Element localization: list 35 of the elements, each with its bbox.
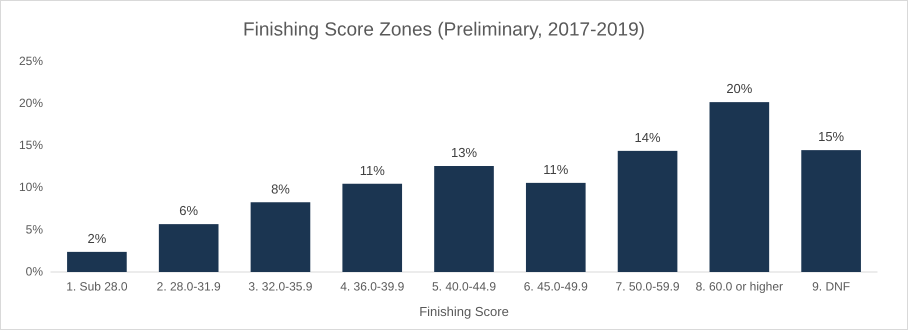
- chart-title: Finishing Score Zones (Preliminary, 2017-2019): [243, 20, 645, 41]
- x-tick-label: 8. 60.0 or higher: [696, 280, 784, 294]
- x-axis-title: Finishing Score: [419, 304, 509, 319]
- y-tick-label: 25%: [18, 54, 44, 68]
- data-label: 6%: [179, 203, 199, 218]
- y-tick-label: 10%: [18, 180, 44, 194]
- x-tick-label: 3. 32.0-35.9: [248, 280, 313, 294]
- y-tick-label: 20%: [18, 96, 44, 110]
- bar: [342, 184, 402, 272]
- bar: [801, 150, 861, 272]
- x-tick-label: 6. 45.0-49.9: [524, 280, 588, 294]
- y-tick-label: 15%: [18, 138, 44, 152]
- x-tick-label: 7. 50.0-59.9: [616, 280, 680, 294]
- x-tick-label: 4. 36.0-39.9: [340, 280, 405, 294]
- data-label: 13%: [450, 145, 478, 160]
- x-tick-label: 9. DNF: [812, 280, 850, 294]
- data-label: 11%: [543, 162, 569, 177]
- data-label: 2%: [88, 230, 107, 246]
- bar: [250, 202, 310, 272]
- x-tick-label: 1. Sub 28.0: [66, 280, 128, 294]
- data-label: 11%: [360, 162, 386, 178]
- y-tick-label: 0%: [26, 264, 44, 278]
- bar: [618, 150, 678, 272]
- bar: [67, 252, 127, 272]
- bar: [434, 166, 494, 272]
- data-label: 14%: [634, 130, 662, 146]
- y-tick-label: 5%: [26, 222, 44, 236]
- bar: [526, 182, 586, 272]
- bar: [158, 224, 219, 272]
- data-label: 20%: [726, 81, 753, 96]
- data-label: 8%: [271, 181, 290, 196]
- x-tick-label: 2. 28.0-31.9: [156, 280, 222, 294]
- data-label: 15%: [818, 129, 845, 144]
- x-tick-label: 5. 40.0-44.9: [432, 280, 496, 294]
- bar: [710, 102, 770, 272]
